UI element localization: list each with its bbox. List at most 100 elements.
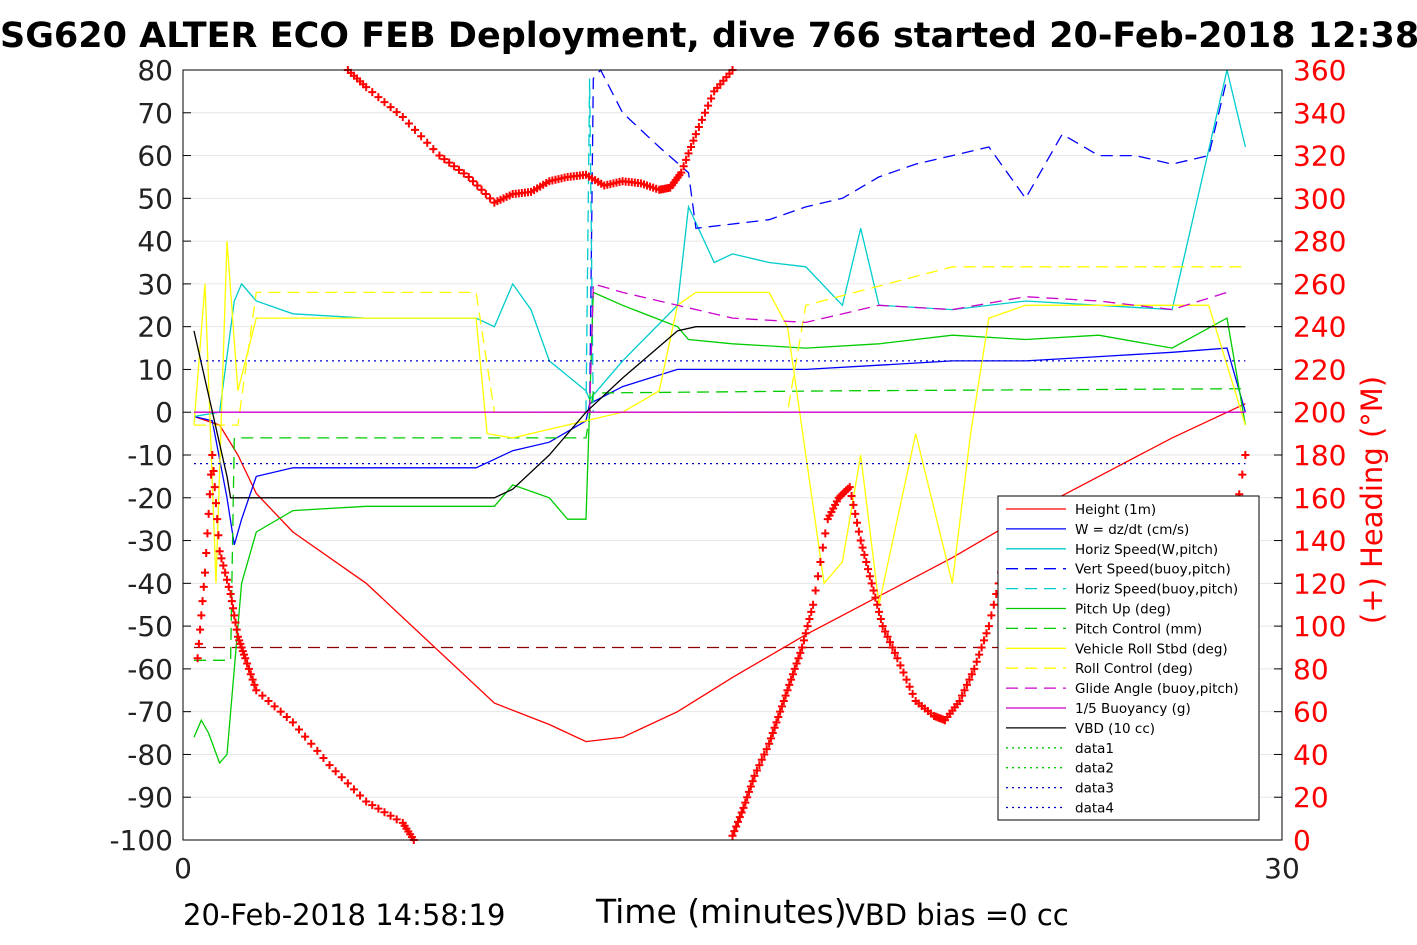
left-tick-label: 60 xyxy=(137,140,173,173)
heading-point xyxy=(252,686,261,695)
heading-point xyxy=(796,648,805,657)
left-tick-label: 0 xyxy=(155,396,173,429)
heading-point xyxy=(241,654,250,663)
heading-point xyxy=(792,659,801,668)
heading-point xyxy=(450,162,459,171)
heading-point xyxy=(288,718,297,727)
heading-point xyxy=(307,739,316,748)
heading-point xyxy=(230,611,239,620)
right-axis-label: (+) Heading (°M) xyxy=(1355,376,1389,624)
right-tick-label: 280 xyxy=(1293,225,1346,258)
heading-point xyxy=(697,115,706,124)
heading-point xyxy=(744,787,753,796)
right-tick-label: 180 xyxy=(1293,439,1346,472)
heading-point xyxy=(869,586,878,595)
series-line xyxy=(193,326,1246,499)
heading-point xyxy=(392,815,401,824)
heading-point xyxy=(209,467,218,476)
heading-point xyxy=(977,643,986,652)
heading-point xyxy=(728,831,737,840)
legend-label: Horiz Speed(buoy,pitch) xyxy=(1075,582,1238,598)
heading-point xyxy=(469,177,478,186)
heading-point xyxy=(902,675,911,684)
heading-point xyxy=(392,108,401,117)
footer-timestamp: 20-Feb-2018 14:58:19 xyxy=(183,898,506,932)
heading-point xyxy=(202,549,211,558)
heading-point xyxy=(755,761,764,770)
heading-point xyxy=(197,611,206,620)
heading-point xyxy=(481,190,490,199)
left-tick-label: 40 xyxy=(137,225,173,258)
heading-point xyxy=(211,499,220,508)
heading-point xyxy=(862,557,871,566)
heading-point xyxy=(313,746,322,755)
legend-label: W = dz/dt (cm/s) xyxy=(1075,522,1189,538)
heading-point xyxy=(356,791,365,800)
heading-point xyxy=(777,702,786,711)
heading-point xyxy=(770,723,779,732)
heading-point xyxy=(768,729,777,738)
heading-point xyxy=(205,490,214,499)
heading-point xyxy=(386,811,395,820)
left-tick-label: 20 xyxy=(137,311,173,344)
heading-point xyxy=(1238,470,1247,479)
heading-point xyxy=(867,579,876,588)
heading-point xyxy=(989,600,998,609)
heading-point xyxy=(686,143,695,151)
series-line xyxy=(193,291,1247,765)
heading-point xyxy=(250,680,259,689)
heading-point xyxy=(766,734,775,743)
heading-point xyxy=(429,145,438,154)
heading-point xyxy=(960,686,969,695)
left-tick-label: 80 xyxy=(137,54,173,87)
heading-point xyxy=(958,691,967,700)
right-tick-label: 200 xyxy=(1293,396,1346,429)
x-tick-label: 0 xyxy=(174,852,192,885)
left-tick-label: -70 xyxy=(127,696,173,729)
heading-point xyxy=(788,670,797,679)
heading-point xyxy=(883,632,892,641)
heading-point xyxy=(746,782,755,791)
heading-point xyxy=(199,582,208,591)
heading-point xyxy=(213,515,222,524)
heading-point xyxy=(794,654,803,663)
heading-point xyxy=(893,654,902,663)
heading-point xyxy=(878,622,887,631)
legend-label: Horiz Speed(W,pitch) xyxy=(1075,542,1218,558)
heading-point xyxy=(198,597,207,606)
x-tick-label: 30 xyxy=(1264,852,1300,885)
left-tick-label: -80 xyxy=(127,738,173,771)
series-line xyxy=(194,266,1246,426)
heading-point xyxy=(856,536,865,545)
heading-point xyxy=(704,101,713,110)
heading-point xyxy=(970,664,979,673)
heading-point xyxy=(890,648,899,657)
heading-point xyxy=(196,625,205,634)
heading-point xyxy=(888,643,897,652)
heading-point xyxy=(813,572,822,581)
heading-point xyxy=(200,568,209,577)
heading-point xyxy=(244,664,253,673)
series-line xyxy=(194,388,1246,661)
heading-point xyxy=(741,798,750,807)
heading-point xyxy=(193,654,202,663)
heading-point xyxy=(417,132,426,141)
heading-point xyxy=(965,675,974,684)
heading-point xyxy=(477,185,486,194)
heading-point xyxy=(691,130,700,139)
legend-label: data3 xyxy=(1075,781,1114,797)
heading-point xyxy=(270,702,279,711)
heading-point xyxy=(875,607,884,616)
heading-point xyxy=(730,827,739,836)
left-tick-label: 30 xyxy=(137,268,173,301)
heading-point xyxy=(319,754,328,763)
heading-point xyxy=(739,803,748,812)
heading-point xyxy=(735,813,744,822)
plot-lines xyxy=(193,68,1247,765)
heading-point xyxy=(454,165,463,174)
right-tick-label: 160 xyxy=(1293,482,1346,515)
left-axis: 80 70 60 50 40 30 20 10 0 -10 -20 -30 -40 -50 -60 -70 -8… xyxy=(109,54,191,857)
heading-point xyxy=(905,682,914,691)
legend-label: Glide Angle (buoy,pitch) xyxy=(1075,681,1239,697)
heading-point xyxy=(785,680,794,689)
